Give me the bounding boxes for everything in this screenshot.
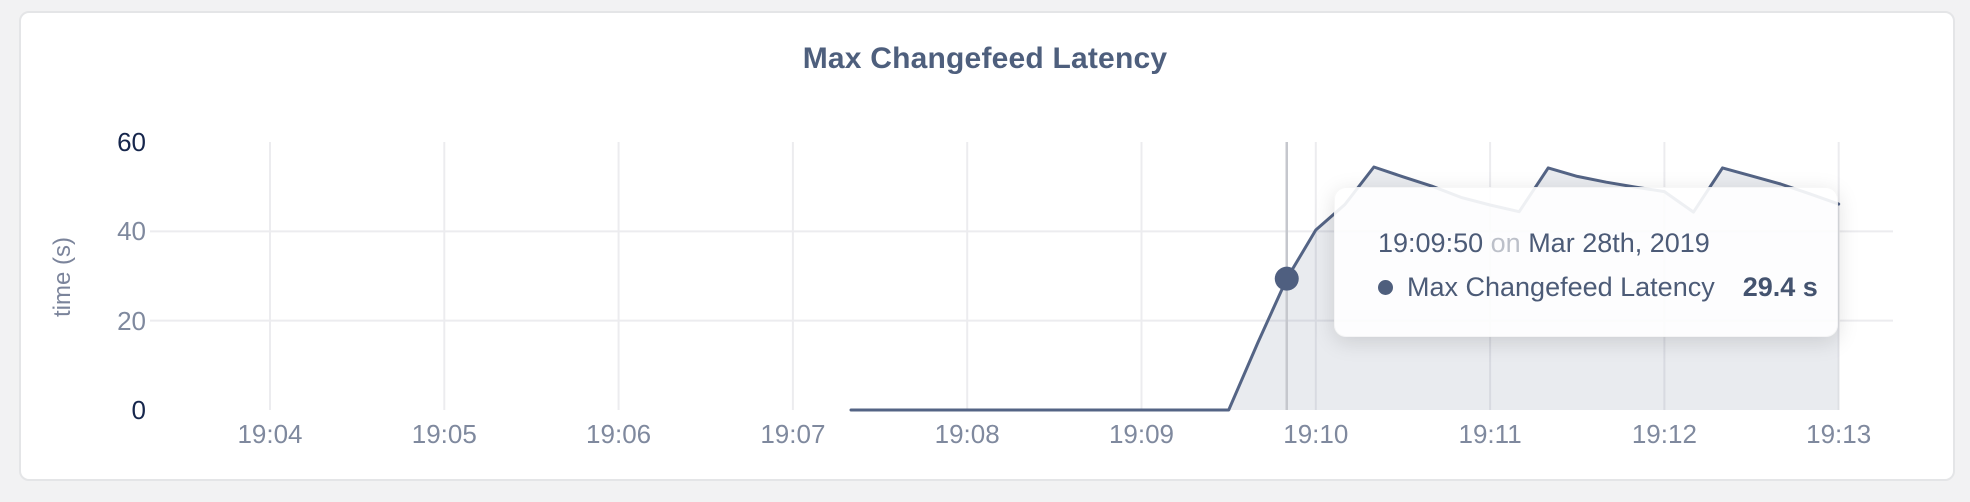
x-tick-label: 19:13 [1806, 419, 1872, 449]
y-tick-label: 20 [117, 305, 146, 336]
tooltip-time: 19:09:50 [1378, 228, 1484, 258]
hover-dot [1274, 266, 1299, 291]
tooltip-timestamp: 19:09:50 on Mar 28th, 2019 [1378, 226, 1797, 260]
y-tick-label: 60 [117, 127, 146, 157]
x-tick-label: 19:08 [934, 419, 1000, 449]
tooltip-series-value: 29.4 s [1742, 272, 1818, 302]
x-tick-label: 19:07 [760, 419, 826, 449]
x-tick-label: 19:11 [1458, 419, 1522, 449]
series-bullet-icon [1378, 279, 1393, 295]
hover-tooltip: 19:09:50 on Mar 28th, 2019 Max Changefee… [1334, 187, 1838, 337]
x-tick-label: 19:06 [586, 419, 652, 449]
y-tick-label: 40 [117, 216, 146, 247]
y-tick-label: 0 [131, 395, 146, 425]
x-tick-label: 19:05 [411, 419, 477, 449]
chart-title: Max Changefeed Latency [802, 42, 1168, 75]
x-tick-label: 19:09 [1108, 419, 1175, 449]
x-tick-label: 19:04 [237, 419, 303, 449]
tooltip-series-name: Max Changefeed Latency [1407, 272, 1715, 302]
x-tick-label: 19:10 [1283, 419, 1349, 449]
tooltip-series-row: Max Changefeed Latency 29.4 s [1378, 270, 1818, 304]
tooltip-date: Mar 28th, 2019 [1528, 228, 1710, 258]
x-tick-label: 19:12 [1631, 419, 1697, 449]
tooltip-conjunction: on [1490, 228, 1521, 258]
